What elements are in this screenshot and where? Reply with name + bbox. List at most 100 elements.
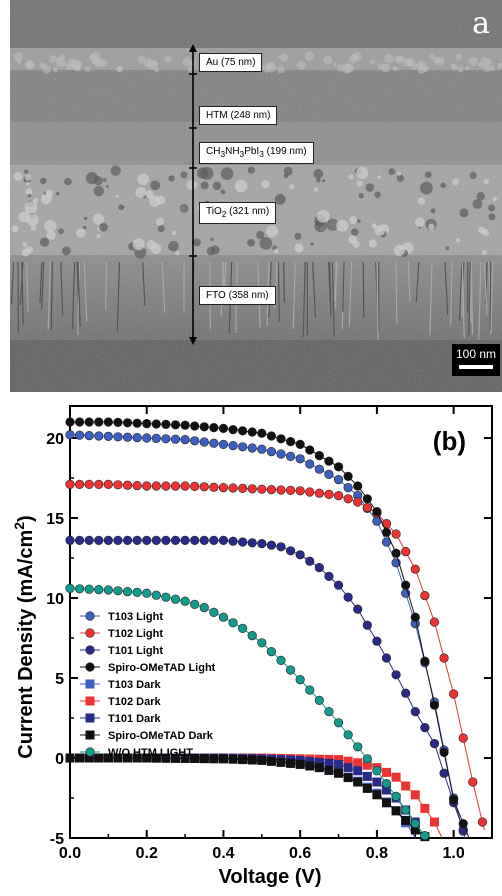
tio2-grain	[156, 196, 165, 205]
data-point	[459, 734, 468, 743]
data-point	[344, 731, 353, 740]
tio2-grain	[116, 195, 119, 198]
tio2-grain	[28, 194, 31, 197]
tio2-grain	[260, 237, 273, 250]
au-grain	[370, 59, 375, 64]
x-tick-label: 1.0	[443, 845, 465, 862]
data-point	[258, 756, 266, 764]
legend-label: T101 Dark	[108, 713, 161, 725]
tio2-grain	[428, 224, 434, 230]
data-point	[421, 804, 429, 812]
data-point	[162, 420, 171, 429]
scale-bar: 100 nm	[452, 344, 500, 376]
data-point	[383, 768, 391, 776]
tio2-grain	[86, 172, 98, 184]
data-point	[296, 487, 305, 496]
data-point	[277, 450, 286, 459]
au-grain	[17, 60, 22, 65]
data-point	[229, 619, 238, 628]
data-point	[334, 491, 343, 500]
tio2-grain	[452, 179, 459, 186]
y-axis-label-close: )	[15, 515, 37, 522]
tio2-grain	[22, 249, 30, 257]
data-point	[248, 444, 257, 453]
panel-label-b: (b)	[433, 426, 466, 456]
data-point	[171, 536, 180, 545]
data-point	[353, 605, 362, 614]
data-point	[411, 707, 420, 716]
data-point	[354, 759, 362, 767]
data-point	[142, 536, 151, 545]
data-point	[210, 755, 218, 763]
series-line	[70, 758, 415, 838]
data-point	[277, 435, 286, 444]
tio2-grain	[348, 235, 357, 244]
tio2-grain	[221, 167, 234, 180]
tio2-grain	[482, 229, 489, 236]
data-point	[76, 754, 84, 762]
tio2-grain	[397, 174, 404, 181]
data-point	[104, 432, 113, 441]
data-point	[315, 696, 324, 705]
data-point	[459, 819, 468, 828]
data-point	[229, 425, 238, 434]
legend-label: Spiro-OMeTAD Dark	[108, 730, 214, 742]
au-grain	[406, 58, 415, 67]
au-grain	[39, 62, 46, 69]
data-point	[75, 536, 84, 545]
panel-letter-a: a	[472, 6, 490, 41]
data-point	[286, 486, 295, 495]
tio2-grain	[156, 218, 164, 226]
data-point	[344, 472, 353, 481]
data-point	[248, 756, 256, 764]
data-point	[353, 482, 362, 491]
data-point	[219, 424, 228, 433]
au-grain	[397, 55, 404, 62]
data-point	[66, 536, 75, 545]
fto-column	[284, 262, 285, 303]
data-point	[104, 536, 113, 545]
legend-marker	[86, 612, 95, 621]
data-point	[305, 488, 314, 497]
tio2-grain	[366, 183, 375, 192]
data-point	[104, 586, 113, 595]
data-point	[181, 482, 190, 491]
data-point	[238, 624, 247, 633]
y-axis-label-sup: 2	[11, 522, 27, 530]
legend-marker	[86, 663, 95, 672]
tio2-grain	[470, 172, 477, 179]
series-t102-dark	[66, 754, 442, 838]
data-point	[286, 547, 295, 556]
data-point	[238, 484, 247, 493]
data-point	[449, 795, 458, 804]
y-tick-label: 0	[55, 751, 64, 768]
data-point	[305, 446, 314, 455]
layer-label-perovskite: CH3NH3PbI3 (199 nm)	[199, 142, 314, 164]
tio2-grain	[106, 185, 109, 188]
data-point	[229, 484, 238, 493]
data-point	[382, 654, 391, 663]
layer-label-au: Au (75 nm)	[199, 53, 262, 72]
data-point	[229, 537, 238, 546]
tio2-grain	[374, 192, 380, 198]
data-point	[363, 784, 371, 792]
tio2-grain	[394, 245, 405, 256]
data-point	[123, 536, 132, 545]
data-point	[401, 806, 410, 815]
data-point	[152, 434, 161, 443]
tio2-grain	[58, 228, 64, 234]
data-point	[402, 782, 410, 790]
data-point	[123, 587, 132, 596]
tio2-grain	[22, 242, 27, 247]
tio2-grain	[274, 249, 279, 254]
au-grain	[57, 57, 62, 62]
data-point	[238, 443, 247, 452]
tio2-grain	[377, 175, 381, 179]
scale-bar-label: 100 nm	[452, 347, 500, 361]
au-grain	[85, 66, 91, 72]
data-point	[277, 543, 286, 552]
au-grain	[297, 61, 305, 69]
tio2-grain	[180, 171, 187, 178]
tio2-grain	[314, 188, 318, 192]
tio2-grain	[44, 220, 56, 232]
